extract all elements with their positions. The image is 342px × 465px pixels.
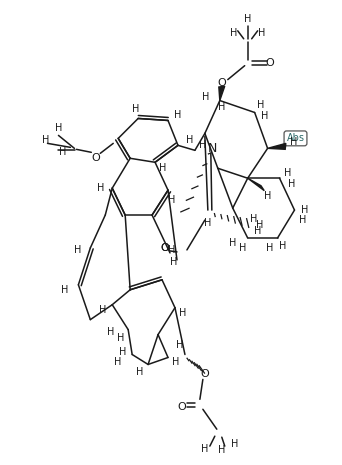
- Text: H: H: [264, 191, 271, 201]
- Text: H: H: [230, 28, 237, 38]
- Text: H: H: [61, 285, 68, 295]
- Text: H: H: [96, 183, 104, 193]
- Text: N: N: [208, 142, 218, 155]
- Text: H: H: [239, 243, 246, 253]
- Text: H: H: [114, 358, 121, 367]
- Text: O: O: [91, 153, 100, 163]
- Text: H: H: [74, 245, 81, 255]
- Polygon shape: [219, 86, 225, 100]
- Text: H: H: [176, 339, 184, 350]
- Text: H: H: [168, 245, 176, 255]
- Text: O: O: [177, 402, 186, 412]
- Text: H: H: [266, 243, 273, 253]
- Polygon shape: [267, 143, 286, 149]
- Text: H: H: [218, 101, 225, 112]
- Text: H: H: [55, 123, 62, 133]
- Text: H: H: [179, 308, 187, 318]
- Text: H: H: [279, 241, 286, 251]
- Text: H: H: [202, 92, 210, 101]
- Text: H: H: [244, 14, 251, 24]
- Text: H: H: [301, 205, 308, 215]
- Text: H: H: [284, 168, 291, 178]
- Text: H: H: [201, 444, 209, 454]
- Text: H: H: [132, 104, 140, 113]
- Text: H: H: [258, 28, 265, 38]
- Text: H: H: [159, 163, 167, 173]
- Text: H: H: [204, 218, 212, 228]
- Text: H: H: [299, 215, 306, 225]
- Text: H: H: [98, 305, 106, 315]
- Text: H: H: [174, 111, 182, 120]
- Text: O: O: [218, 78, 226, 87]
- Text: H: H: [257, 100, 264, 110]
- Text: H: H: [288, 179, 295, 189]
- Text: H: H: [231, 439, 238, 449]
- Text: H: H: [170, 257, 178, 267]
- Text: H: H: [136, 367, 144, 378]
- Text: H: H: [218, 445, 225, 455]
- Text: H: H: [261, 112, 268, 121]
- Text: H: H: [199, 140, 207, 150]
- Text: O: O: [161, 243, 169, 253]
- Polygon shape: [248, 178, 264, 191]
- Text: O: O: [265, 58, 274, 68]
- Text: H: H: [229, 238, 236, 248]
- Text: H: H: [107, 326, 114, 337]
- Text: H: H: [290, 137, 297, 147]
- Text: H: H: [186, 135, 194, 146]
- Text: H: H: [254, 226, 261, 236]
- Text: H: H: [172, 358, 180, 367]
- Text: Abs: Abs: [287, 133, 304, 143]
- Text: H: H: [119, 346, 126, 357]
- Text: H: H: [168, 195, 176, 205]
- Text: O: O: [200, 369, 209, 379]
- Text: H: H: [59, 147, 66, 157]
- Text: H: H: [117, 332, 124, 343]
- Text: H: H: [42, 135, 49, 146]
- Text: O: O: [161, 243, 169, 253]
- Text: H: H: [250, 214, 257, 224]
- Text: H: H: [256, 220, 263, 230]
